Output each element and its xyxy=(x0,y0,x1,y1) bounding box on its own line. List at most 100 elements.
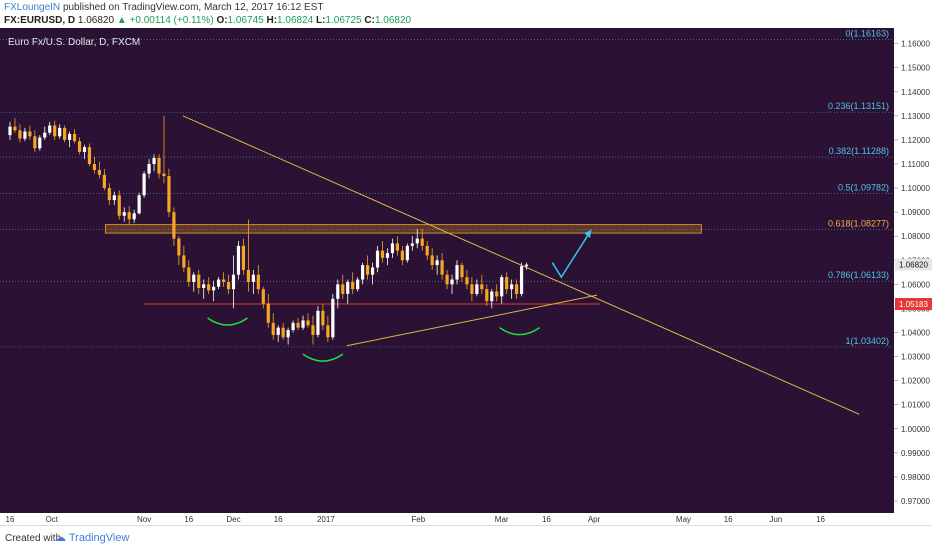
candle-body xyxy=(23,131,27,139)
close-label: C: xyxy=(364,15,375,26)
last-price: 1.06820 xyxy=(77,15,115,26)
footer: Created with ☁ TradingView xyxy=(0,525,932,551)
price-axis: 1.16000 1.15000 1.14000 1.13000 1.12000 1.110… xyxy=(894,40,932,506)
price-tick-label: 1.03000 xyxy=(901,353,930,362)
candle-body xyxy=(519,266,524,294)
candle-body xyxy=(415,238,419,244)
candle-body xyxy=(162,173,166,177)
candle-body xyxy=(137,195,141,214)
fib-level-label: 0(1.16163) xyxy=(845,29,889,39)
price-tick-label: 1.06000 xyxy=(901,280,930,289)
high-value: 1.06824 xyxy=(277,15,314,26)
candle-body xyxy=(341,284,345,294)
high-label: H: xyxy=(266,15,278,26)
candle-body xyxy=(77,141,82,152)
fib-level-label: 1(1.03402) xyxy=(845,336,889,346)
fib-level-label: 0.5(1.09782) xyxy=(838,182,889,192)
annotations xyxy=(207,229,592,362)
fib-level-label: 0.786(1.06133) xyxy=(828,270,889,280)
candle-body xyxy=(48,125,52,133)
drawings xyxy=(104,115,860,415)
time-tick-label: 2017 xyxy=(317,515,335,524)
candle-body xyxy=(53,125,57,137)
time-tick-label: 16 xyxy=(816,515,825,524)
candle-body xyxy=(485,289,489,302)
candle-body xyxy=(460,265,464,278)
candle-body xyxy=(455,265,459,280)
candle-body xyxy=(142,173,146,196)
candle-body xyxy=(187,267,191,282)
symbol-label: FX:EURUSD, D xyxy=(4,15,76,26)
candle-body xyxy=(132,213,136,220)
candle-body xyxy=(445,274,449,285)
candle-body xyxy=(102,174,106,189)
candle-body xyxy=(87,147,92,164)
time-tick-label: Jun xyxy=(769,515,782,524)
fibonacci-levels: 0(1.16163) 0.236(1.13151) 0.382(1.11288) 0.… xyxy=(0,29,894,348)
current-price-label: 1.06820 xyxy=(899,261,928,270)
candle-body xyxy=(231,274,236,290)
candle-body xyxy=(410,243,414,246)
fib-level-label: 0.618(1.08277) xyxy=(828,219,889,229)
candle-body xyxy=(346,281,350,294)
price-chart[interactable]: 0(1.16163) 0.236(1.13151) 0.382(1.11288) 0.… xyxy=(0,28,932,525)
candle-body xyxy=(226,281,231,290)
chart-area[interactable]: 0(1.16163) 0.236(1.13151) 0.382(1.11288) 0.… xyxy=(0,28,932,525)
price-tick-label: 0.98000 xyxy=(901,473,930,482)
low-value: 1.06725 xyxy=(325,15,362,26)
candle-body xyxy=(510,284,514,290)
candle-body xyxy=(281,327,285,338)
candle-body xyxy=(112,195,116,201)
candle-body xyxy=(202,284,206,288)
candle-body xyxy=(68,133,72,140)
open-label: O: xyxy=(216,15,228,26)
time-axis-background xyxy=(0,513,894,525)
candle-body xyxy=(331,298,335,338)
resistance-zone xyxy=(104,224,702,234)
candle-body xyxy=(266,303,270,323)
candle-body xyxy=(197,274,201,288)
candle-body xyxy=(207,284,211,291)
candle-body xyxy=(28,131,32,137)
candle-body xyxy=(490,291,494,302)
candle-body xyxy=(157,157,161,174)
candle-body xyxy=(465,277,469,285)
price-tick-label: 1.14000 xyxy=(901,88,930,97)
candle-body xyxy=(97,170,101,175)
fib-level-label: 0.236(1.13151) xyxy=(828,101,889,111)
candle-body xyxy=(72,133,77,142)
time-tick-label: May xyxy=(676,515,691,524)
candle-body xyxy=(375,250,380,268)
right-shoulder-arc xyxy=(499,327,541,336)
candle-body xyxy=(361,265,365,280)
candles xyxy=(8,115,529,345)
publish-text: published on TradingView.com, March 12, … xyxy=(62,2,324,13)
time-tick-label: 16 xyxy=(274,515,283,524)
candle-body xyxy=(301,320,305,328)
tradingview-logo[interactable]: ☁ TradingView xyxy=(55,532,130,544)
candle-body xyxy=(495,291,499,297)
price-tick-label: 1.11000 xyxy=(901,160,930,169)
head-arc xyxy=(302,353,344,362)
price-change: ▲ +0.00114 (+0.11%) xyxy=(116,15,214,26)
candle-body xyxy=(291,322,295,331)
candle-body xyxy=(505,277,509,290)
candle-body xyxy=(256,274,260,290)
candle-body xyxy=(63,127,67,140)
candle-body xyxy=(167,176,171,213)
time-tick-label: 16 xyxy=(724,515,733,524)
username-link[interactable]: FXLoungeIN xyxy=(4,2,61,13)
candle-body xyxy=(107,188,111,201)
candle-body xyxy=(221,279,226,282)
candle-body xyxy=(450,279,454,285)
price-tick-label: 0.99000 xyxy=(901,449,930,458)
candle-body xyxy=(286,330,290,338)
candle-body xyxy=(236,245,241,275)
candle-body xyxy=(321,310,325,326)
chart-title: Euro Fx/U.S. Dollar, D, FXCM xyxy=(8,37,140,48)
price-axis-background xyxy=(894,28,932,525)
candle-body xyxy=(82,147,87,152)
descending-trendline xyxy=(182,115,860,415)
candle-body xyxy=(261,289,265,304)
price-tick-label: 1.16000 xyxy=(901,40,930,49)
